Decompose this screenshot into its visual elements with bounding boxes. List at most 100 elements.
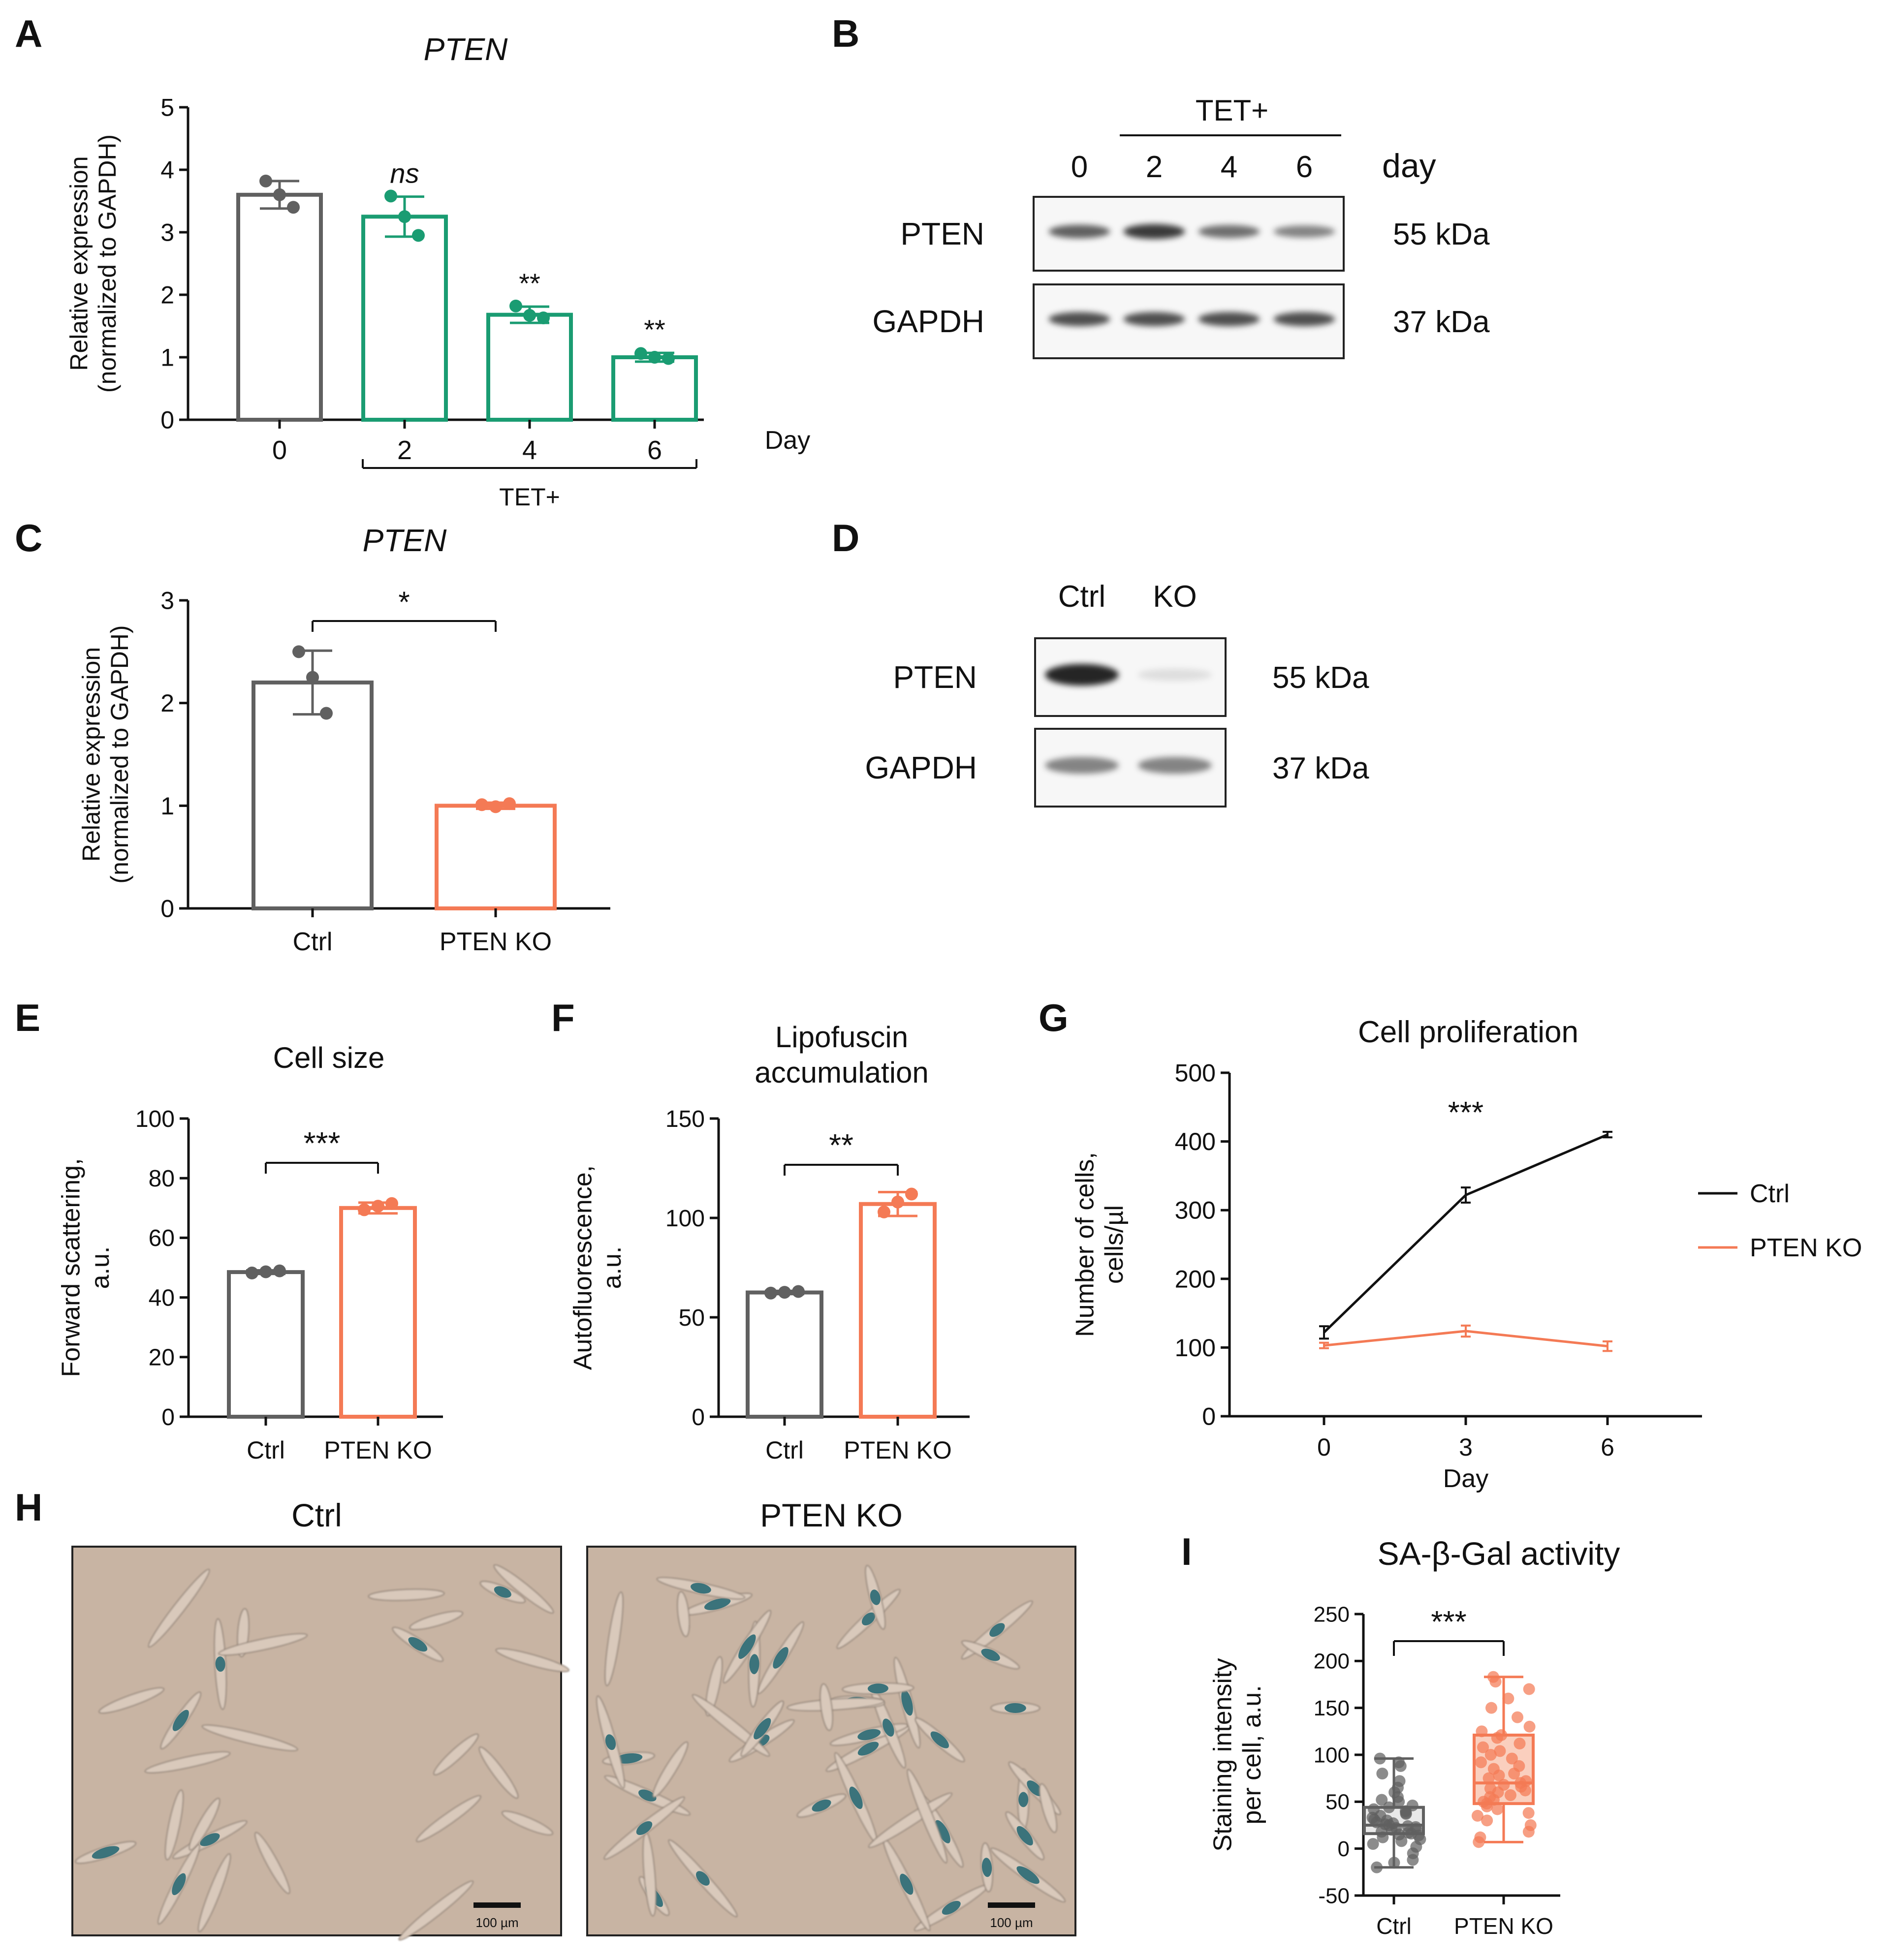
data-point xyxy=(1524,1819,1537,1831)
y-tick-label: 150 xyxy=(1314,1696,1350,1720)
data-point xyxy=(1477,1741,1489,1753)
x-tick-label: 3 xyxy=(1459,1433,1473,1461)
data-point xyxy=(1471,1809,1483,1822)
stained-cell-nucleus xyxy=(942,1900,961,1915)
blot-band xyxy=(1045,757,1119,774)
cell xyxy=(144,1751,231,1773)
stained-cell-nucleus xyxy=(1004,1703,1026,1713)
micrograph-image xyxy=(586,1546,1076,1936)
chart-panel-i: SA-β-Gal activity -50 0 50 100 150 200 250 Stain… xyxy=(1208,1535,1620,1939)
data-point xyxy=(273,188,286,201)
panel-letter-h: H xyxy=(15,1486,42,1529)
data-point xyxy=(358,1203,371,1216)
cell xyxy=(368,1588,445,1601)
panel-letter-b: B xyxy=(832,12,859,55)
data-point xyxy=(1393,1775,1406,1787)
data-point xyxy=(1367,1838,1379,1850)
cell xyxy=(201,1724,298,1751)
stained-cell-nucleus xyxy=(738,1634,756,1659)
x-axis-label: Day xyxy=(1443,1464,1488,1493)
cell xyxy=(197,1853,231,1932)
stained-cell-nucleus xyxy=(691,1583,711,1594)
data-point xyxy=(1388,1857,1400,1869)
panel-letter-i: I xyxy=(1181,1530,1192,1573)
data-point xyxy=(372,1200,384,1213)
blot-lane-unit: day xyxy=(1382,147,1436,185)
stained-cell-nucleus xyxy=(901,1689,913,1716)
panel-letter-a: A xyxy=(15,12,42,55)
stained-cell-nucleus xyxy=(696,1871,710,1886)
blot-protein-label: PTEN xyxy=(900,216,984,251)
chart-title: PTEN xyxy=(424,31,508,67)
stained-cell-nucleus xyxy=(857,1742,879,1756)
stained-cell-nucleus xyxy=(704,1598,731,1610)
data-point xyxy=(1484,1782,1496,1795)
blot-band xyxy=(1123,312,1185,326)
cell xyxy=(416,1795,481,1842)
data-point xyxy=(1484,1749,1497,1761)
significance-label: *** xyxy=(1431,1605,1466,1639)
stained-cell-nucleus xyxy=(900,1873,914,1895)
y-tick-label: 0 xyxy=(160,895,174,923)
y-tick-label: 0 xyxy=(1338,1837,1350,1861)
data-point xyxy=(1374,1752,1386,1765)
data-point xyxy=(398,210,411,223)
data-point xyxy=(1482,1772,1495,1784)
scale-bar xyxy=(988,1902,1035,1908)
data-point xyxy=(1368,1803,1380,1815)
x-tick-label: PTEN KO xyxy=(844,1436,951,1464)
data-point xyxy=(1502,1692,1514,1705)
data-point xyxy=(1376,1768,1388,1780)
scale-bar xyxy=(473,1902,521,1908)
cell xyxy=(907,1769,947,1864)
data-point xyxy=(1504,1789,1516,1801)
cell xyxy=(502,1810,553,1836)
cell xyxy=(787,1697,884,1711)
y-axis-label: Relative expression(normalized to GAPDH) xyxy=(78,625,134,883)
chart-title-line: Lipofuscin xyxy=(775,1021,908,1054)
y-axis-label-line: a.u. xyxy=(86,1246,115,1289)
blot-band xyxy=(1123,224,1185,239)
data-point xyxy=(1392,1756,1405,1769)
y-axis-label-line: Staining intensity xyxy=(1208,1658,1237,1851)
y-tick-label: 300 xyxy=(1175,1197,1216,1224)
significance-label: *** xyxy=(1448,1096,1483,1130)
y-axis-label-line: a.u. xyxy=(598,1246,627,1289)
data-point xyxy=(905,1187,918,1201)
x-tick-label: PTEN KO xyxy=(324,1436,432,1464)
blot-size-label: 37 kDa xyxy=(1272,751,1369,785)
y-tick-label: 1 xyxy=(160,344,174,372)
scale-bar-label: 100 µm xyxy=(475,1915,518,1930)
bar xyxy=(859,1202,937,1419)
data-point xyxy=(634,347,647,360)
data-point xyxy=(412,229,425,242)
y-tick-label: 400 xyxy=(1175,1128,1216,1155)
data-point xyxy=(1523,1683,1535,1695)
stained-cell-nucleus xyxy=(812,1799,831,1812)
western-blot-d: Ctrl KO PTEN 55 kDa GAPDH 37 kDa xyxy=(865,580,1369,808)
x-tick-label: PTEN KO xyxy=(1454,1913,1553,1939)
x-tick-label: 0 xyxy=(1317,1433,1331,1461)
y-tick-label: 0 xyxy=(692,1404,705,1431)
stained-cell-nucleus xyxy=(1016,1866,1040,1884)
bar xyxy=(227,1270,305,1419)
chart-panel-a: PTEN 0 1 2 3 4 5 Relative expression(normalized… xyxy=(65,31,811,511)
y-tick-label: 40 xyxy=(149,1285,175,1311)
blot-band xyxy=(1273,225,1335,238)
data-point xyxy=(523,309,536,322)
y-tick-label: 100 xyxy=(1314,1743,1350,1767)
cell xyxy=(604,1591,624,1686)
significance-label: ns xyxy=(390,158,419,189)
cell xyxy=(705,1656,723,1716)
micrograph-image xyxy=(71,1546,562,1936)
stained-cell-nucleus xyxy=(1027,1780,1042,1797)
stained-cell-nucleus xyxy=(636,1821,653,1836)
blot-lane-label: 0 xyxy=(1071,150,1088,184)
bar xyxy=(611,355,698,422)
cell xyxy=(98,1687,164,1714)
y-tick-label: 50 xyxy=(1325,1790,1350,1814)
stained-cell-nucleus xyxy=(861,1612,876,1626)
data-point xyxy=(306,671,319,684)
y-tick-label: 500 xyxy=(1175,1059,1216,1087)
